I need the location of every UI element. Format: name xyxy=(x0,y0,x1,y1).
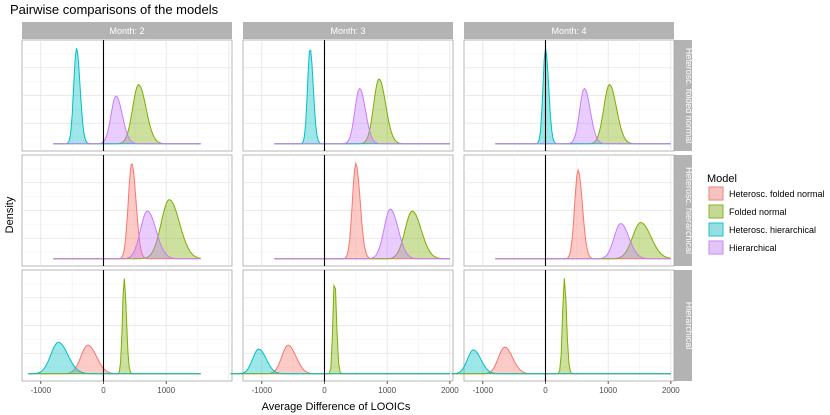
legend-label-folded-normal: Folded normal xyxy=(729,207,787,217)
row-strip-heterosc-hierarchical xyxy=(674,155,692,266)
x-tick-label: 0 xyxy=(543,386,548,395)
column-strip-month-2 xyxy=(22,22,232,39)
density-area-folded-normal xyxy=(274,211,450,259)
density-area-heterosc-folded-normal xyxy=(230,345,450,374)
density-line-heterosc-hierarchical xyxy=(451,349,671,375)
legend-key-background xyxy=(708,186,724,201)
density-area-heterosc-folded-normal xyxy=(274,163,450,259)
density-group-heterosc-folded-normal-month-3 xyxy=(274,40,450,151)
density-group-heterosc-hierarchical-month-4 xyxy=(495,155,671,266)
density-area-heterosc-hierarchical xyxy=(230,349,450,374)
density-line-hierarchical xyxy=(53,95,201,145)
x-axis-label: Average Difference of LOOICs xyxy=(262,401,411,413)
y-axis-label: Density xyxy=(4,196,16,233)
density-area-hierarchical xyxy=(495,223,671,259)
legend-swatch-heterosc-folded-normal xyxy=(708,186,724,201)
density-area-heterosc-hierarchical xyxy=(274,50,450,144)
density-line-hierarchical xyxy=(274,87,450,145)
panel-r2-c2 xyxy=(242,154,454,267)
x-tick-label: 0 xyxy=(322,386,327,395)
facet-panels: Month: 2 Month: 3 Month: 4 Heterosc. folded… xyxy=(21,22,694,395)
density-group-hierarchical-month-3 xyxy=(230,270,450,381)
legend-swatch-folded-normal xyxy=(708,204,724,219)
column-strip-label: Month: 2 xyxy=(109,26,144,36)
x-tick-label: -1000 xyxy=(252,386,273,395)
legend-key-background xyxy=(708,222,724,237)
x-tick-label: 1000 xyxy=(378,386,396,395)
x-tick-label: 1000 xyxy=(599,386,617,395)
legend-title: Model xyxy=(707,173,737,185)
density-line-heterosc-hierarchical xyxy=(28,341,201,375)
row-strip-label: Heterosc. hierarchical xyxy=(684,167,694,254)
density-line-heterosc-hierarchical xyxy=(230,348,450,375)
density-area-folded-normal xyxy=(53,199,201,259)
chart-title: Pairwise comparisons of the models xyxy=(10,2,219,17)
density-area-heterosc-hierarchical xyxy=(451,349,671,374)
density-group-hierarchical-month-2 xyxy=(28,270,201,381)
row-strip-label: Hierarchical xyxy=(684,302,694,350)
panel-r2-c1 xyxy=(21,154,233,267)
legend-key-background xyxy=(708,204,724,219)
row-strip-label: Heterosc. folded normal xyxy=(684,48,694,144)
x-tick-label: -1000 xyxy=(473,386,494,395)
x-tick-label: 2000 xyxy=(662,386,680,395)
density-group-heterosc-folded-normal-month-2 xyxy=(53,40,201,151)
density-line-hierarchical xyxy=(274,208,450,260)
panel-r3-c2 xyxy=(242,269,454,382)
density-group-hierarchical-month-4 xyxy=(451,270,671,381)
panel-r2-c3 xyxy=(463,154,675,267)
density-line-hierarchical xyxy=(53,210,201,260)
panel-r1-c3 xyxy=(463,39,675,152)
x-tick-label: 1000 xyxy=(157,386,175,395)
density-group-heterosc-folded-normal-month-4 xyxy=(495,40,671,151)
column-strip-label: Month: 4 xyxy=(551,26,586,36)
density-area-heterosc-folded-normal xyxy=(451,347,671,374)
legend-key-background xyxy=(708,240,724,255)
density-area-heterosc-hierarchical xyxy=(28,342,201,374)
density-area-folded-normal xyxy=(495,222,671,259)
legend-label-heterosc-folded-normal: Heterosc. folded normal xyxy=(729,189,825,199)
density-group-heterosc-hierarchical-month-2 xyxy=(53,155,201,266)
column-strip-month-4 xyxy=(464,22,674,39)
column-strip-month-3 xyxy=(243,22,453,39)
density-line-hierarchical xyxy=(495,87,671,145)
row-strip-heterosc-folded-normal xyxy=(674,40,692,151)
panel-r1-c2 xyxy=(242,39,454,152)
x-tick-label: 0 xyxy=(101,386,106,395)
row-strip-hierarchical xyxy=(674,270,692,381)
column-strip-label: Month: 3 xyxy=(330,26,365,36)
legend-label-hierarchical: Hierarchical xyxy=(729,243,777,253)
density-group-heterosc-hierarchical-month-3 xyxy=(274,155,450,266)
x-tick-label: -1000 xyxy=(31,386,52,395)
legend-swatch-hierarchical xyxy=(708,240,724,255)
density-area-heterosc-folded-normal xyxy=(53,164,201,259)
x-tick-label: 2000 xyxy=(441,386,459,395)
legend-swatch-heterosc-hierarchical xyxy=(708,222,724,237)
density-area-hierarchical xyxy=(274,88,450,144)
density-line-hierarchical xyxy=(495,222,671,260)
legend: Model Heterosc. folded normal Folded norm… xyxy=(707,173,825,255)
legend-label-heterosc-hierarchical: Heterosc. hierarchical xyxy=(729,225,816,235)
density-area-hierarchical xyxy=(495,88,671,144)
